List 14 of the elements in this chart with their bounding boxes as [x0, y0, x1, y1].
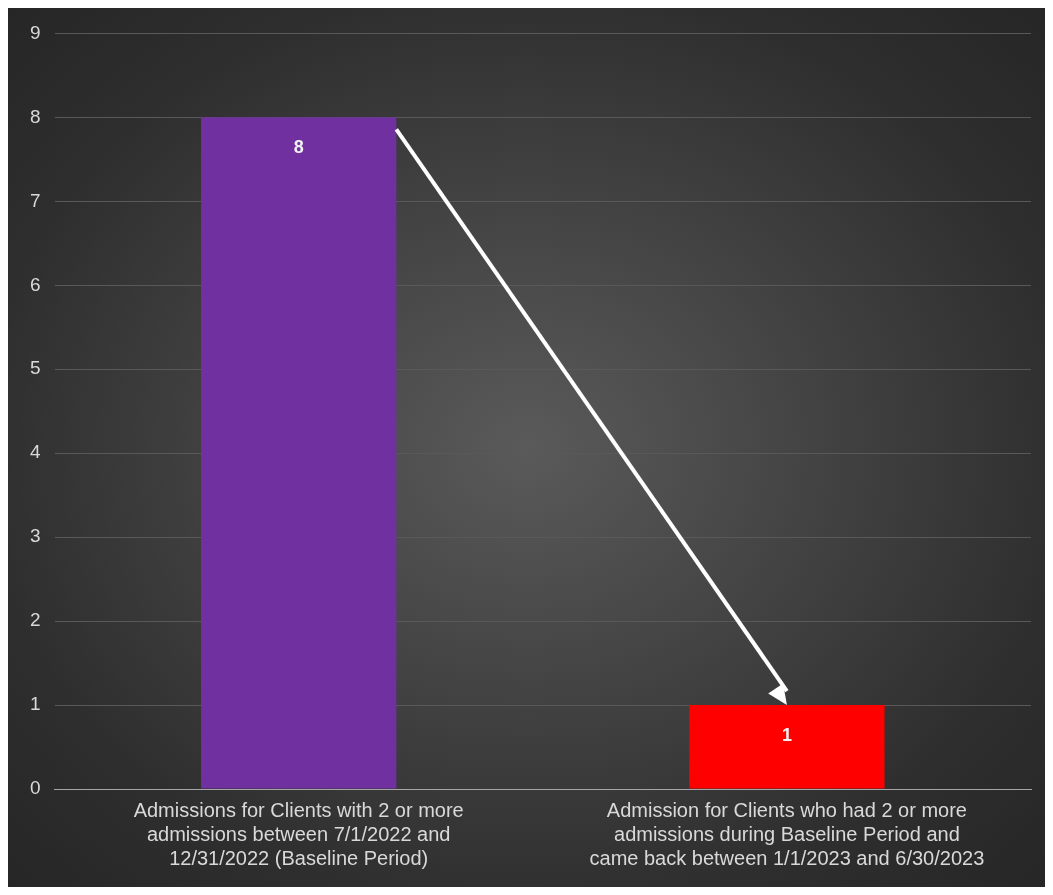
x-tick-label: Admissions for Clients with 2 or more admissions between 7/1/2022 and 12/31/2022 (Baseline Period)	[133, 798, 464, 869]
y-tick-label: 8	[29, 105, 41, 127]
y-tick-label: 0	[29, 777, 41, 799]
y-tick-label: 5	[29, 357, 41, 379]
data-label: 8	[293, 137, 304, 158]
y-tick-label: 3	[29, 525, 41, 547]
y-tick-label: 4	[29, 441, 41, 463]
y-tick-label: 6	[29, 273, 41, 295]
y-tick-label: 7	[29, 189, 41, 211]
y-tick-label: 1	[29, 693, 41, 715]
y-tick-label: 9	[29, 21, 41, 43]
x-tick-label: Admission for Clients who had 2 or more admissions during Baseline Period and came back between 1/1/2023 and 6/30/2023	[589, 798, 985, 869]
data-label: 1	[781, 725, 792, 746]
y-tick-label: 2	[29, 609, 41, 631]
